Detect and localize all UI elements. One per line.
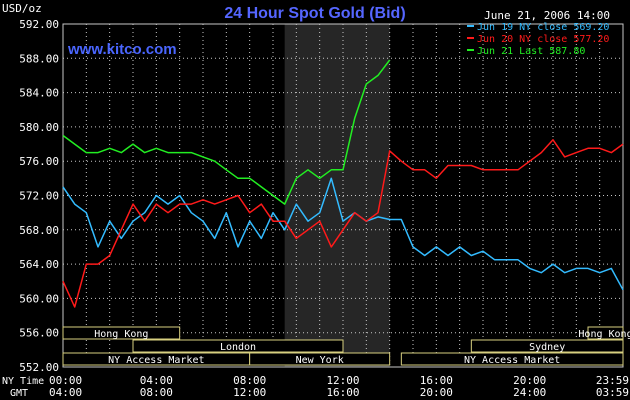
unit-label: USD/oz <box>2 2 42 15</box>
y-tick-label: 560.00 <box>19 292 59 305</box>
x-tick-label-gmt: 04:00 <box>49 386 82 399</box>
y-tick-label: 592.00 <box>19 18 59 31</box>
series-line <box>62 59 391 205</box>
y-tick-label: 568.00 <box>19 224 59 237</box>
x-axis-labels: 00:0004:0004:0008:0008:0012:0012:0016:00… <box>49 374 629 399</box>
x-row-label-gmt: GMT <box>10 388 28 399</box>
market-session-box <box>249 352 391 366</box>
x-tick-label-ny: 00:00 <box>49 374 82 387</box>
y-tick-label: 576.00 <box>19 155 59 168</box>
y-tick-label: 556.00 <box>19 327 59 340</box>
x-tick-label-ny: 04:00 <box>140 374 173 387</box>
legend-entry: Jun 19 NY close 569.20 <box>477 22 609 33</box>
market-session-box <box>132 339 344 353</box>
market-session-label: NY Access Market <box>108 355 204 366</box>
y-tick-label: 584.00 <box>19 87 59 100</box>
market-session-label: Hong Kong <box>94 329 148 340</box>
market-session-label: New York <box>296 355 344 366</box>
y-tick-label: 588.00 <box>19 52 59 65</box>
x-tick-label-ny: 16:00 <box>420 374 453 387</box>
series-lines <box>62 59 624 308</box>
market-session-label: Sydney <box>529 342 565 353</box>
market-session-box <box>587 326 624 340</box>
chart-title: 24 Hour Spot Gold (Bid) <box>224 5 405 22</box>
x-tick-label-gmt: 03:59 <box>596 386 629 399</box>
market-session-label: NY Access Market <box>464 355 560 366</box>
x-tick-label-ny: 12:00 <box>326 374 359 387</box>
market-session-box <box>470 339 624 353</box>
market-session-box <box>62 326 181 340</box>
new-york-session-shade <box>284 24 390 367</box>
market-sessions: Hong Kong Hong Kong London Sydney NY Access … <box>62 326 630 366</box>
y-axis-labels: 592.00 588.00 584.00 580.00 576.00 572.00 568.… <box>19 18 59 374</box>
x-tick-label-gmt: 24:00 <box>513 386 546 399</box>
series-line <box>62 139 624 308</box>
market-session-box <box>400 352 624 366</box>
x-tick-label-gmt: 16:00 <box>326 386 359 399</box>
x-tick-label-ny: 08:00 <box>233 374 266 387</box>
watermark: www.kitco.com <box>67 41 177 58</box>
x-tick-label-gmt: 08:00 <box>140 386 173 399</box>
series-line <box>62 177 624 291</box>
legend-entry: Jun 21 Last 587.80 <box>477 46 585 57</box>
x-tick-label-ny: 23:59 <box>596 374 629 387</box>
market-session-label: Hong Kong <box>578 329 630 340</box>
y-tick-label: 580.00 <box>19 121 59 134</box>
date-label: June 21, 2006 14:00 <box>484 9 610 22</box>
market-session-label: London <box>220 342 256 353</box>
y-tick-label: 572.00 <box>19 190 59 203</box>
legend-entry: Jun 20 NY close 577.20 <box>477 34 609 45</box>
y-tick-label: 552.00 <box>19 361 59 374</box>
x-tick-label-ny: 20:00 <box>513 374 546 387</box>
y-tick-label: 564.00 <box>19 258 59 271</box>
x-tick-label-gmt: 12:00 <box>233 386 266 399</box>
x-tick-label-gmt: 20:00 <box>420 386 453 399</box>
x-row-label-ny: NY Time <box>2 376 44 387</box>
